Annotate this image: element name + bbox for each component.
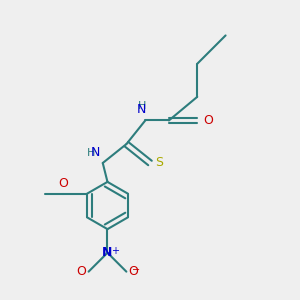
Text: O: O [129,265,139,278]
Text: N: N [91,146,100,159]
Text: H: H [87,148,96,158]
Text: O: O [76,265,86,278]
Text: O: O [203,114,213,127]
Text: −: − [132,265,140,275]
Text: N: N [102,246,113,259]
Text: H: H [137,101,146,111]
Text: O: O [58,177,68,190]
Text: N: N [137,103,146,116]
Text: +: + [111,246,119,256]
Text: S: S [155,157,163,169]
